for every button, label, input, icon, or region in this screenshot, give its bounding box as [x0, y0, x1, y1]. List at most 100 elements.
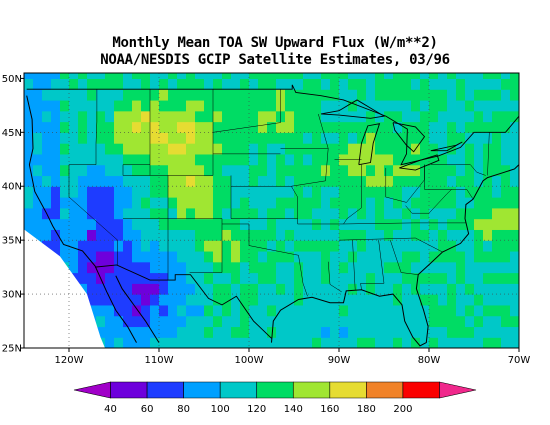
flux-cell	[168, 175, 178, 187]
flux-cell	[267, 229, 277, 241]
flux-cell	[177, 121, 187, 133]
flux-cell	[501, 73, 511, 79]
flux-cell	[105, 175, 115, 187]
flux-cell	[195, 121, 205, 133]
flux-cell	[321, 261, 331, 274]
flux-cell	[411, 272, 421, 284]
flux-cell	[249, 294, 259, 306]
flux-cell	[438, 121, 448, 133]
flux-cell	[339, 121, 349, 133]
flux-cell	[384, 132, 394, 144]
flux-cell	[69, 240, 79, 252]
flux-cell	[447, 164, 457, 177]
flux-cell	[402, 153, 412, 166]
flux-cell	[177, 229, 187, 241]
flux-cell	[33, 164, 43, 177]
flux-cell	[105, 110, 115, 123]
flux-cell	[429, 143, 439, 155]
flux-cell	[213, 121, 223, 133]
flux-cell	[222, 186, 232, 198]
flux-cell	[474, 218, 484, 230]
colorbar-segment	[256, 381, 294, 399]
flux-cell	[159, 78, 169, 90]
flux-cell	[330, 261, 340, 274]
flux-cell	[510, 304, 519, 317]
flux-cell	[384, 121, 394, 133]
flux-cell	[339, 73, 349, 79]
flux-cell	[474, 337, 484, 348]
flux-cell	[447, 261, 457, 274]
flux-cell	[213, 261, 223, 274]
flux-cell	[177, 294, 187, 306]
flux-cell	[87, 250, 97, 263]
flux-cell	[429, 240, 439, 252]
colorbar-label: 160	[320, 404, 339, 415]
flux-cell	[177, 89, 187, 101]
flux-cell	[177, 304, 187, 317]
colorbar-segment	[402, 381, 440, 399]
flux-cell	[123, 315, 133, 328]
flux-cell	[141, 261, 151, 274]
flux-cell	[186, 337, 196, 348]
flux-cell	[483, 186, 493, 198]
flux-cell	[465, 240, 475, 252]
flux-cell	[51, 143, 61, 155]
flux-cell	[429, 315, 439, 328]
flux-cell	[258, 175, 268, 187]
flux-cell	[141, 304, 151, 317]
flux-cell	[420, 99, 430, 112]
flux-cell	[330, 153, 340, 166]
flux-cell	[366, 240, 376, 252]
flux-cell	[33, 78, 43, 90]
flux-cell	[501, 164, 511, 177]
flux-cell	[303, 186, 313, 198]
flux-cell	[69, 110, 79, 123]
flux-cell	[285, 164, 295, 177]
flux-cell	[330, 240, 340, 252]
flux-cell	[276, 261, 286, 274]
flux-cell	[447, 186, 457, 198]
flux-cell	[195, 207, 205, 220]
flux-cell	[393, 153, 403, 166]
flux-cell	[159, 304, 169, 317]
flux-cell	[204, 197, 214, 209]
flux-cell	[402, 315, 412, 328]
flux-cell	[78, 153, 88, 166]
flux-cell	[141, 326, 151, 338]
flux-cell	[249, 143, 259, 155]
flux-cell	[60, 78, 70, 90]
colorbar	[73, 381, 477, 399]
flux-cell	[69, 153, 79, 166]
flux-cell	[411, 250, 421, 263]
flux-cell	[294, 143, 304, 155]
flux-cell	[60, 197, 70, 209]
flux-cell	[438, 110, 448, 123]
flux-cell	[321, 294, 331, 306]
flux-cell	[105, 143, 115, 155]
flux-cell	[150, 110, 160, 123]
flux-cell	[330, 272, 340, 284]
flux-cell	[456, 326, 466, 338]
flux-cell	[240, 164, 250, 177]
flux-cell	[330, 164, 340, 177]
flux-cell	[258, 294, 268, 306]
flux-cell	[168, 283, 178, 295]
flux-cell	[474, 89, 484, 101]
flux-cell	[168, 272, 178, 284]
flux-cell	[330, 218, 340, 230]
flux-cell	[222, 121, 232, 133]
flux-cell	[357, 78, 367, 90]
flux-cell	[249, 240, 259, 252]
flux-cell	[420, 164, 430, 177]
flux-cell	[51, 78, 61, 90]
flux-cell	[267, 143, 277, 155]
flux-cell	[267, 315, 277, 328]
flux-cell	[258, 132, 268, 144]
flux-cell	[465, 250, 475, 263]
flux-cell	[492, 132, 502, 144]
flux-cell	[321, 229, 331, 241]
flux-cell	[456, 283, 466, 295]
flux-cell	[177, 326, 187, 338]
flux-cell	[159, 250, 169, 263]
flux-cell	[114, 326, 124, 338]
